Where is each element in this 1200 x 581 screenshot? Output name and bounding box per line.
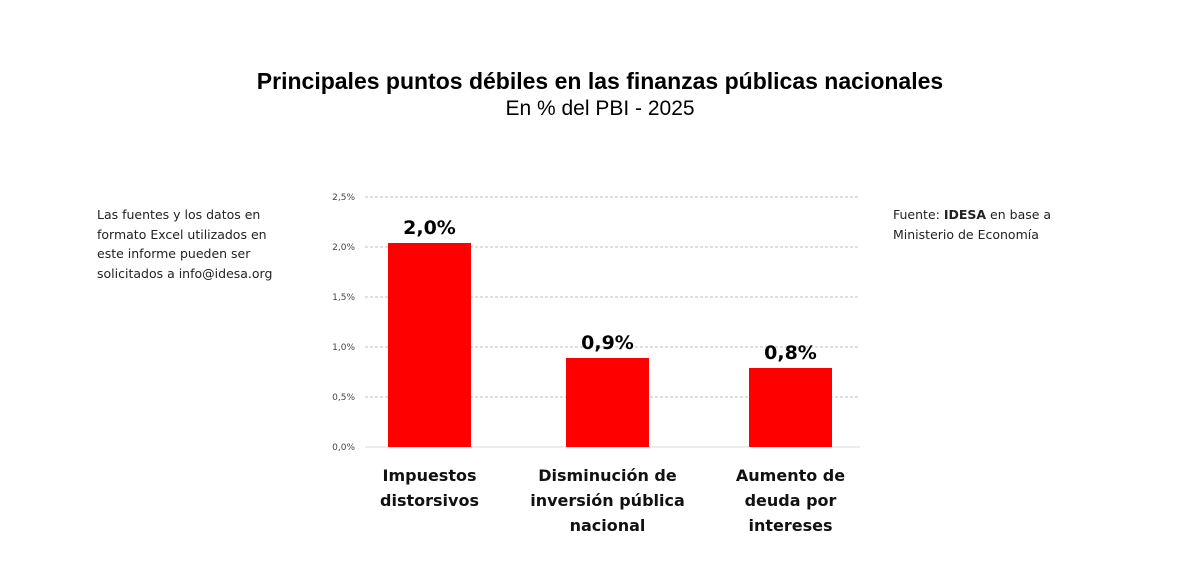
y-tick-label: 2,5% xyxy=(332,193,355,203)
source-note: Fuente: IDESA en base a Ministerio de Ec… xyxy=(893,205,1053,245)
data-label: 0,8% xyxy=(764,342,817,364)
y-tick-label: 0,5% xyxy=(332,393,355,403)
y-tick-label: 1,5% xyxy=(332,293,355,303)
y-tick-label: 1,0% xyxy=(332,343,355,353)
chart-title: Principales puntos débiles en las finanz… xyxy=(256,68,944,94)
x-category-label: Impuestos distorsivos xyxy=(380,466,479,510)
chart-subtitle: En % del PBI - 2025 xyxy=(505,97,695,120)
source-org: IDESA xyxy=(943,207,987,222)
x-category-label: Disminución de inversión pública naciona… xyxy=(530,466,685,535)
data-request-note: Las fuentes y los datos en formato Excel… xyxy=(97,207,273,281)
bar xyxy=(566,358,649,447)
y-tick-label: 2,0% xyxy=(332,243,355,253)
bar xyxy=(388,243,471,447)
source-suffix: en base a Ministerio de Economía xyxy=(893,207,1052,242)
data-label: 0,9% xyxy=(581,332,634,354)
y-tick-label: 0,0% xyxy=(332,443,355,453)
x-category-label: Aumento de deuda por intereses xyxy=(735,466,846,535)
bar xyxy=(749,368,832,447)
data-label: 2,0% xyxy=(403,217,456,239)
source-prefix: Fuente: xyxy=(893,207,944,222)
